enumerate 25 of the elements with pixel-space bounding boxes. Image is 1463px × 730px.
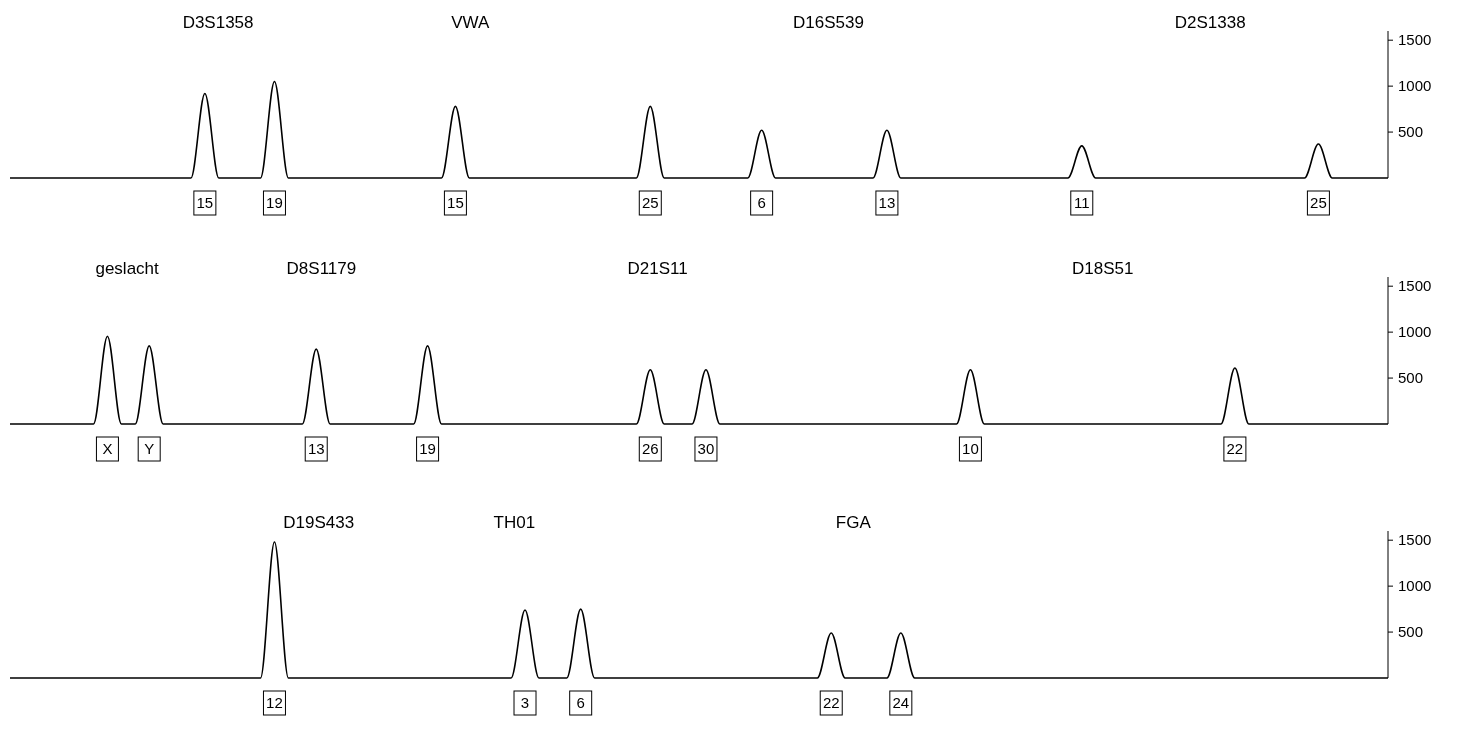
annotation: FGA [835,513,872,532]
x-tick-label: 6 [576,694,585,712]
x-tick-label: Y [144,440,155,458]
annotation: D19S433 [283,513,355,532]
y-tick-label: 1000 [1398,323,1432,341]
annotation: D8S1179 [286,259,357,278]
annotation: D3S1358 [182,13,254,32]
x-tick-label: 6 [757,194,766,212]
annotation: VWA [451,13,490,32]
y-tick-label: 1500 [1398,531,1432,549]
y-tick-label: 500 [1398,623,1424,641]
x-tick-label: 3 [520,694,530,712]
annotation: D16S539 [793,13,864,32]
y-tick-label: 500 [1398,369,1424,387]
annotation: geslacht [95,259,160,278]
annotation: D21S11 [627,259,688,278]
annotation: D2S1338 [1174,13,1246,32]
x-tick-label: X [102,440,113,458]
y-tick-label: 1500 [1398,31,1432,49]
annotation: D18S51 [1072,259,1134,278]
y-tick-label: 1500 [1398,277,1432,295]
y-tick-label: 1000 [1398,77,1432,95]
y-tick-label: 1000 [1398,577,1432,595]
y-tick-label: 500 [1398,123,1424,141]
annotation: TH01 [493,513,536,532]
